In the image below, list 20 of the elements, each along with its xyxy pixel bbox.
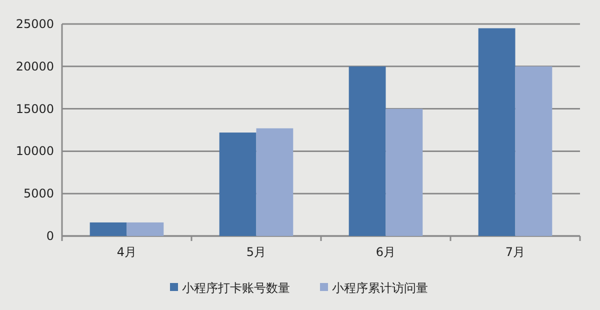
x-tick-label: 5月 xyxy=(246,245,266,259)
bar xyxy=(256,128,294,236)
x-tick-label: 7月 xyxy=(505,245,526,259)
bar xyxy=(126,222,164,236)
y-tick-label: 0 xyxy=(46,229,54,243)
bar xyxy=(348,66,386,236)
bar xyxy=(90,222,127,236)
y-tick-label: 25000 xyxy=(16,17,54,31)
x-tick-label: 4月 xyxy=(116,245,137,259)
bar xyxy=(478,28,516,236)
bar xyxy=(219,132,256,236)
legend-label: 小程序打卡账号数量 xyxy=(182,281,290,295)
y-tick-label: 10000 xyxy=(16,144,54,158)
y-tick-label: 15000 xyxy=(16,102,54,116)
x-tick-label: 6月 xyxy=(376,245,396,259)
legend-label: 小程序累计访问量 xyxy=(332,281,428,295)
y-tick-label: 5000 xyxy=(23,186,54,201)
y-tick-label: 20000 xyxy=(16,59,54,74)
bar xyxy=(515,66,552,236)
bar xyxy=(386,108,423,236)
